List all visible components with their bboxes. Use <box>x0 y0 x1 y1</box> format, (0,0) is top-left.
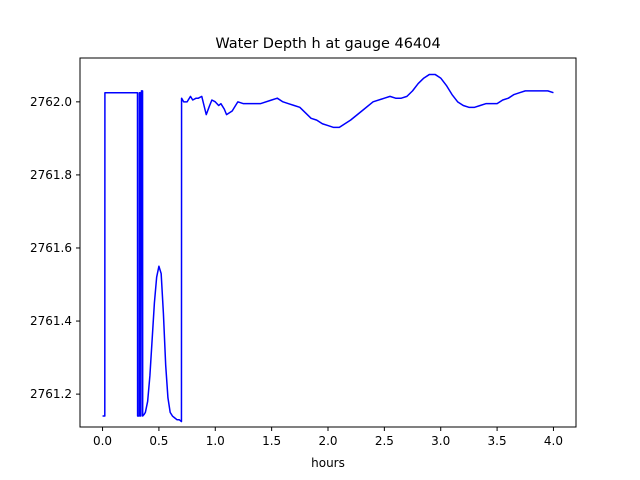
y-tick-label: 2761.6 <box>30 241 72 255</box>
plot-area: 0.0 0.5 1.0 1.5 2.0 2.5 3.0 3.5 4.0 2761.2 2761.4… <box>30 57 577 448</box>
x-tick-label: 2.0 <box>318 434 337 448</box>
x-tick-label: 4.0 <box>544 434 563 448</box>
x-tick-label: 3.0 <box>431 434 450 448</box>
x-tick-label: 3.5 <box>488 434 507 448</box>
chart-title: Water Depth h at gauge 46404 <box>215 36 440 52</box>
y-tick-label: 2762.0 <box>30 95 72 109</box>
x-axis-label: hours <box>311 456 345 470</box>
axes-frame <box>79 57 577 428</box>
y-tick-label: 2761.2 <box>30 387 72 401</box>
y-tick-label: 2761.4 <box>30 314 72 328</box>
y-axis-ticks: 2761.2 2761.4 2761.6 2761.8 2762.0 <box>30 95 80 401</box>
x-tick-label: 1.0 <box>206 434 225 448</box>
series-line-1 <box>102 73 554 423</box>
x-tick-label: 0.5 <box>149 434 168 448</box>
x-tick-label: 2.5 <box>375 434 394 448</box>
x-tick-label: 1.5 <box>262 434 281 448</box>
x-tick-label: 0.0 <box>93 434 112 448</box>
x-axis-ticks: 0.0 0.5 1.0 1.5 2.0 2.5 3.0 3.5 4.0 <box>93 427 563 448</box>
series-layer <box>102 73 554 423</box>
y-tick-label: 2761.8 <box>30 168 72 182</box>
